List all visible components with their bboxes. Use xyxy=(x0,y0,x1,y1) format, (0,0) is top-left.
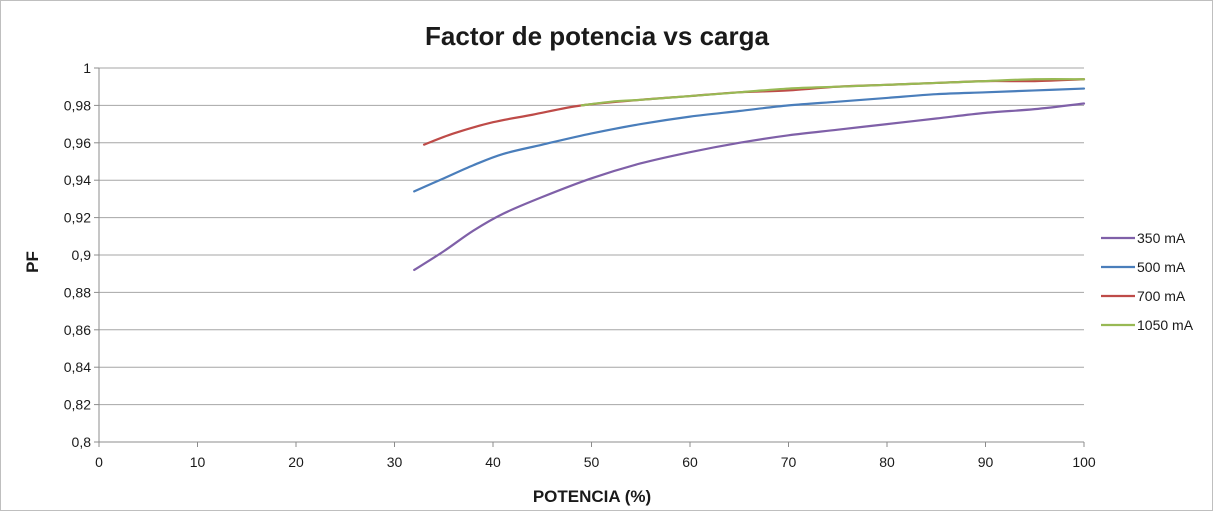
legend-label: 1050 mA xyxy=(1137,317,1194,333)
x-tick-label: 30 xyxy=(387,454,403,470)
legend-label: 500 mA xyxy=(1137,259,1186,275)
x-axis-label: POTENCIA (%) xyxy=(533,487,651,506)
y-tick-label: 0,82 xyxy=(64,397,91,413)
y-tick-label: 0,94 xyxy=(64,172,91,188)
legend: 350 mA 500 mA 700 mA 1050 mA xyxy=(1101,230,1194,333)
series-lines xyxy=(413,77,1086,272)
y-tick-label: 1 xyxy=(83,60,91,76)
x-tick-label: 100 xyxy=(1072,454,1096,470)
x-tick-label: 20 xyxy=(288,454,304,470)
legend-label: 700 mA xyxy=(1137,288,1186,304)
legend-item-350-ma: 350 mA xyxy=(1101,230,1186,246)
series-line-500-ma xyxy=(413,87,1086,193)
y-tick-label: 0,84 xyxy=(64,359,91,375)
y-tick-label: 0,88 xyxy=(64,284,91,300)
gridlines xyxy=(99,67,1084,443)
legend-item-500-ma: 500 mA xyxy=(1101,259,1186,275)
y-tick-label: 0,9 xyxy=(72,247,92,263)
y-tick-label: 0,86 xyxy=(64,322,91,338)
legend-label: 350 mA xyxy=(1137,230,1186,246)
legend-item-1050-ma: 1050 mA xyxy=(1101,317,1194,333)
y-axis-label: PF xyxy=(23,251,42,273)
x-tick-label: 40 xyxy=(485,454,501,470)
series-line-1050-ma xyxy=(580,77,1086,107)
y-tick-label: 0,96 xyxy=(64,135,91,151)
y-tick-label: 0,92 xyxy=(64,210,91,226)
x-tick-label: 50 xyxy=(584,454,600,470)
x-tick-label: 60 xyxy=(682,454,698,470)
x-tick-label: 10 xyxy=(190,454,206,470)
x-tick-label: 90 xyxy=(978,454,994,470)
y-tick-label: 0,8 xyxy=(72,434,92,450)
x-tick-label: 70 xyxy=(781,454,797,470)
x-tick-label: 0 xyxy=(95,454,103,470)
axes: 0,80,820,840,860,880,90,920,940,960,9810… xyxy=(64,60,1096,470)
legend-item-700-ma: 700 mA xyxy=(1101,288,1186,304)
x-tick-label: 80 xyxy=(879,454,895,470)
y-tick-label: 0,98 xyxy=(64,97,91,113)
chart-title: Factor de potencia vs carga xyxy=(425,21,769,51)
series-line-350-ma xyxy=(413,102,1086,272)
